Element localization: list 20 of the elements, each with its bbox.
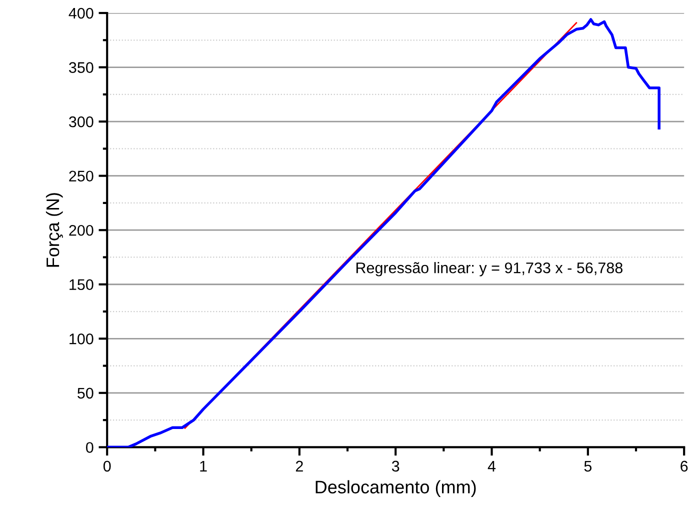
line-series [107, 18, 660, 448]
x-tick-label: 2 [296, 460, 303, 472]
y-tick-label: 250 [69, 170, 94, 182]
y-tick-label: 0 [86, 442, 94, 453]
x-tick-label: 4 [488, 460, 496, 472]
annotation: Regressão linear: y = 91,733 x - 56,788 [356, 262, 622, 276]
y-axis-title: Força (N) [46, 193, 63, 267]
y-tick-label: 150 [70, 279, 94, 290]
y-tick-label: 200 [69, 224, 94, 236]
y-tick-label: 400 [68, 8, 94, 19]
x-tick-label: 1 [200, 460, 207, 472]
y-tick-label: 350 [69, 62, 94, 73]
x-tick-label: 3 [392, 460, 400, 472]
y-tick-label: 50 [78, 388, 94, 399]
x-tick-label: 6 [680, 460, 688, 472]
y-tick-label: 300 [69, 116, 94, 128]
x-tick-label: 0 [103, 460, 111, 472]
y-tick-label: 100 [70, 334, 94, 344]
x-tick-label: 5 [584, 460, 592, 472]
x-axis-title: Deslocamento (mm) [316, 480, 476, 498]
